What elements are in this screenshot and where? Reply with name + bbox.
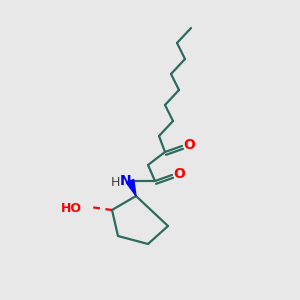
Text: H: H bbox=[110, 176, 120, 188]
Text: N: N bbox=[120, 174, 132, 188]
Text: HO: HO bbox=[61, 202, 82, 214]
Text: O: O bbox=[183, 138, 195, 152]
Text: O: O bbox=[173, 167, 185, 181]
Polygon shape bbox=[126, 179, 136, 196]
